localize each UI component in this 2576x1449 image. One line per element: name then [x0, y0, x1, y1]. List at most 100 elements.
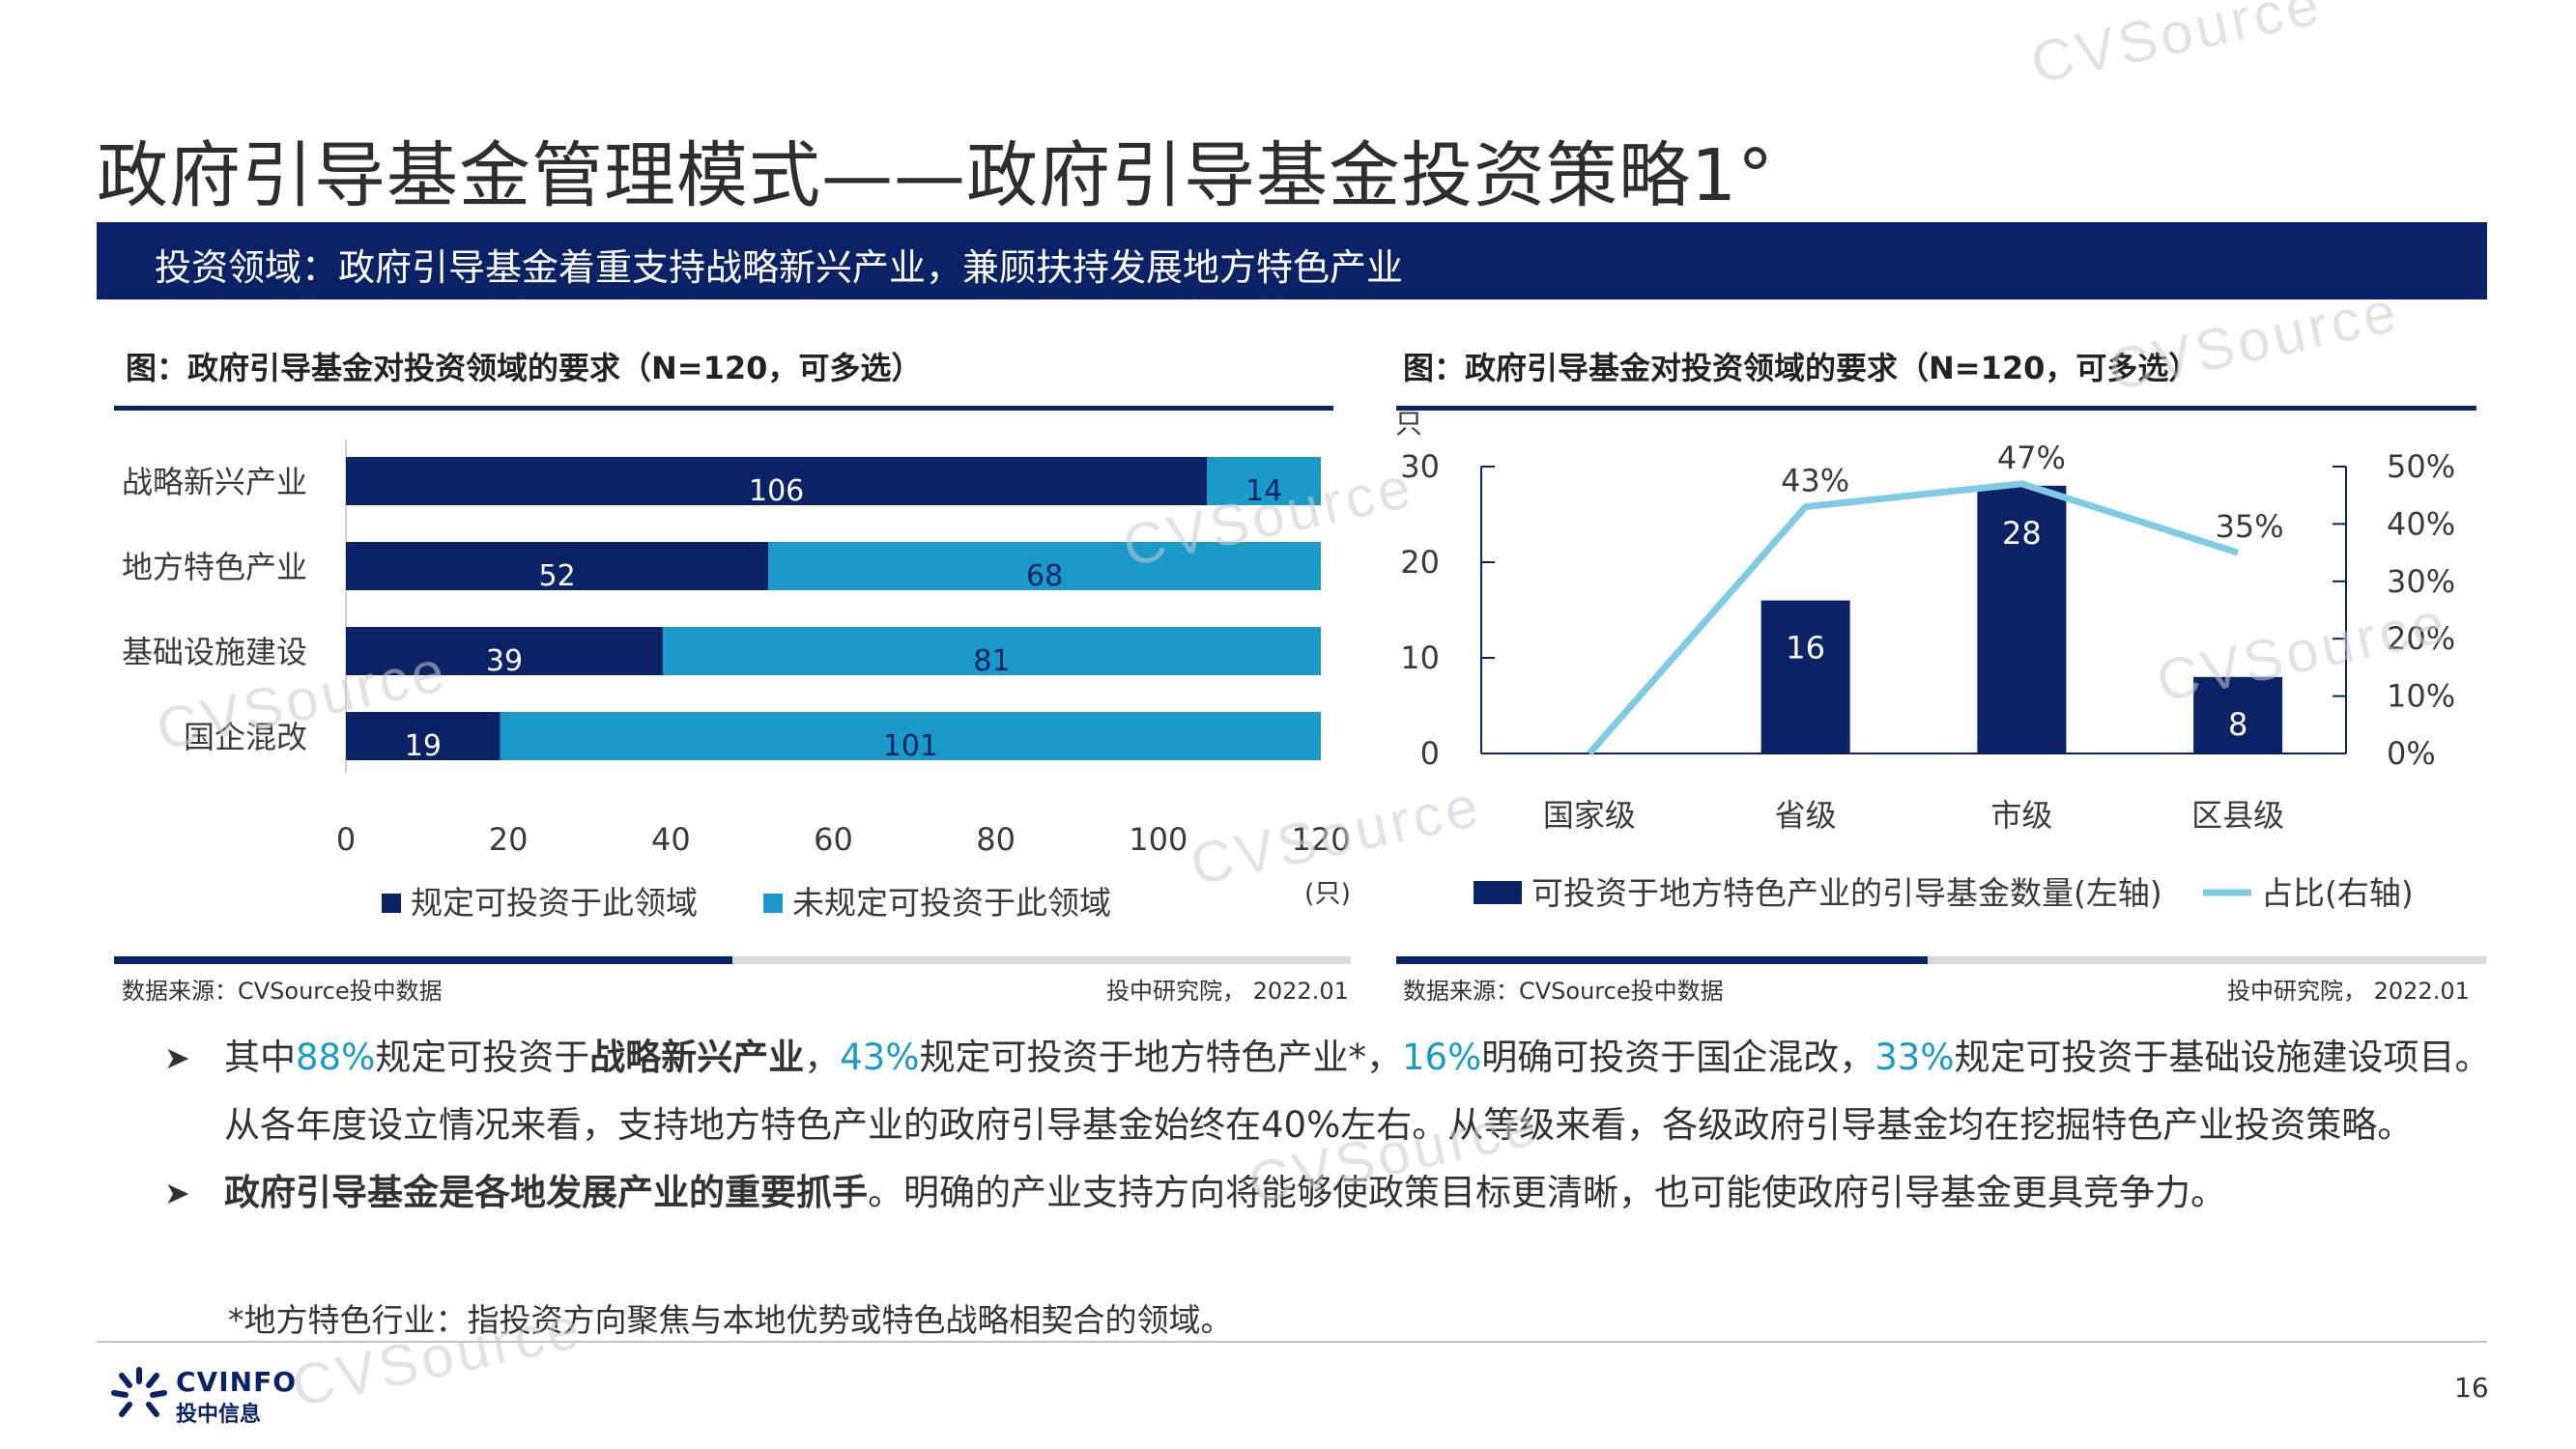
left-credit: 投中研究院， 2022.01: [1106, 978, 1349, 1005]
legend-label: 未规定可投资于此领域: [792, 884, 1111, 922]
data-label: 52: [539, 559, 576, 593]
left-stacked-bar-chart: 战略新兴产业 106 14 地方特色产业 52 68 基础设施建设 39 81 国企混改 19 101…: [122, 440, 1351, 922]
bar-segment: [662, 627, 1321, 675]
legend-label: 规定可投资于此领域: [411, 884, 698, 922]
data-label: 19: [405, 729, 442, 763]
cvinfo-logo-icon: [111, 1367, 167, 1417]
page-number: 16: [2454, 1372, 2489, 1404]
x-tick-label: 0: [336, 821, 356, 858]
left-data-source: 数据来源：CVSource投中数据: [122, 978, 443, 1005]
bullet-item-1: ➤ 其中88%规定可投资于战略新兴产业，43%规定可投资于地方特色产业*，16%…: [164, 1024, 2503, 1159]
right-title-rule: [1396, 406, 2476, 411]
bullet-segment: 规定可投资于基础设施建设项目。从各年度设立情况来看，支持地方特色产业的政府引导基…: [224, 1037, 2491, 1146]
column-value-label: 28: [2002, 515, 2042, 552]
bottom-divider: [97, 1341, 2487, 1343]
category-label: 战略新兴产业: [122, 464, 307, 500]
legend-swatch: [382, 894, 401, 913]
right-tick-label: 10%: [2387, 678, 2455, 715]
bold-phrase: 战略新兴产业: [589, 1037, 805, 1078]
bullet-segment: 规定可投资于地方特色产业*，: [919, 1037, 1403, 1078]
highlight-figure: 88%: [296, 1037, 376, 1078]
legend-swatch: [1474, 881, 1522, 904]
right-combo-chart: 只 0 10 20 30 0% 10% 20% 30% 40% 50% 16 28 8 43% 47% 35% 国…: [1395, 408, 2455, 912]
logo-wordmark: CVINFO: [176, 1366, 297, 1398]
x-tick-label: 40: [651, 821, 691, 858]
bar-segment: [346, 542, 769, 590]
bullet-segment: 明确可投资于国企混改，: [1481, 1037, 1875, 1078]
highlight-figure: 16%: [1402, 1037, 1482, 1078]
right-tick-label: 40%: [2387, 505, 2455, 542]
x-tick-label: 80: [976, 821, 1016, 858]
column-value-label: 16: [1786, 630, 1825, 667]
data-label: 39: [486, 644, 523, 678]
footnote: *地方特色行业：指投资方向聚焦与本地优势或特色战略相契合的领域。: [228, 1301, 1233, 1339]
column-value-label: 8: [2228, 706, 2247, 743]
page-title: 政府引导基金管理模式——政府引导基金投资策略1°: [97, 134, 1775, 217]
section-banner: 投资领域：政府引导基金着重支持战略新兴产业，兼顾扶持发展地方特色产业: [97, 222, 2487, 299]
category-label: 区县级: [2191, 797, 2284, 834]
bullet-item-2: ➤ 政府引导基金是各地发展产业的重要抓手。明确的产业支持方向将能够使政策目标更清…: [164, 1159, 2503, 1227]
category-label: 国家级: [1543, 797, 1636, 834]
left-tick-label: 20: [1400, 544, 1440, 581]
category-label: 基础设施建设: [122, 634, 307, 670]
bar-segment: [346, 627, 663, 675]
x-tick-label: 120: [1291, 821, 1350, 858]
x-axis-unit: (只): [1304, 879, 1351, 909]
bullet-text-2: 政府引导基金是各地发展产业的重要抓手。明确的产业支持方向将能够使政策目标更清晰，…: [224, 1172, 2226, 1213]
left-axis-unit: 只: [1395, 408, 1422, 440]
right-tick-label: 50%: [2387, 448, 2455, 485]
x-tick-label: 20: [489, 821, 529, 858]
column-bar: [1977, 485, 2067, 753]
right-footer-accent: [1396, 956, 1928, 964]
category-label: 市级: [1990, 797, 2052, 834]
left-tick-label: 30: [1400, 448, 1440, 485]
left-tick-label: 10: [1400, 639, 1440, 676]
line-value-label: 43%: [1781, 463, 1849, 499]
logo-subtitle: 投中信息: [176, 1403, 262, 1427]
banner-text: 投资领域：政府引导基金着重支持战略新兴产业，兼顾扶持发展地方特色产业: [155, 246, 1404, 289]
bar-segment: [346, 457, 1208, 505]
right-tick-label: 30%: [2387, 563, 2455, 600]
right-data-source: 数据来源：CVSource投中数据: [1403, 978, 1724, 1005]
column-bar: [2193, 676, 2283, 753]
bullet-list: ➤ 其中88%规定可投资于战略新兴产业，43%规定可投资于地方特色产业*，16%…: [164, 1024, 2503, 1227]
legend-swatch: [763, 894, 783, 913]
x-tick-label: 60: [814, 821, 853, 858]
left-chart-title: 图：政府引导基金对投资领域的要求（N=120，可多选）: [126, 350, 923, 386]
left-footer-track: [114, 956, 1351, 964]
highlight-figure: 43%: [840, 1037, 920, 1078]
bullet-segment: ，: [804, 1037, 841, 1078]
bar-segment: [346, 712, 501, 760]
bullet-segment: 规定可投资于: [375, 1037, 590, 1078]
bar-segment: [500, 712, 1321, 760]
right-credit: 投中研究院， 2022.01: [2227, 978, 2470, 1005]
right-tick-label: 0%: [2387, 735, 2436, 772]
category-label: 地方特色产业: [122, 549, 307, 585]
category-label: 省级: [1775, 797, 1837, 834]
ratio-line: [1587, 480, 2240, 756]
right-footer-track: [1396, 956, 2486, 964]
legend-label: 占比(右轴): [2261, 874, 2414, 912]
left-tick-label: 0: [1420, 735, 1440, 772]
right-tick-label: 20%: [2387, 620, 2455, 657]
right-chart-title: 图：政府引导基金对投资领域的要求（N=120，可多选）: [1403, 350, 2200, 386]
data-label: 106: [749, 474, 804, 508]
x-tick-label: 100: [1129, 821, 1188, 858]
category-label: 国企混改: [184, 719, 307, 755]
data-label: 14: [1245, 474, 1282, 508]
highlight-figure: 33%: [1875, 1037, 1955, 1078]
bullet-segment: 。明确的产业支持方向将能够使政策目标更清晰，也可能使政府引导基金更具竞争力。: [868, 1172, 2226, 1213]
bar-segment: [768, 542, 1321, 590]
arrow-bullet-icon: ➤: [164, 1039, 190, 1076]
bullet-text-1: 其中88%规定可投资于战略新兴产业，43%规定可投资于地方特色产业*，16%明确…: [224, 1037, 2491, 1146]
bar-segment: [1207, 457, 1321, 505]
arrow-bullet-icon: ➤: [164, 1175, 190, 1211]
left-title-rule: [114, 406, 1333, 411]
data-label: 81: [973, 644, 1010, 678]
legend-label: 可投资于地方特色产业的引导基金数量(左轴): [1531, 874, 2162, 912]
line-value-label: 35%: [2216, 508, 2284, 545]
bold-phrase: 政府引导基金是各地发展产业的重要抓手: [224, 1172, 868, 1213]
line-value-label: 47%: [1997, 440, 2066, 476]
watermark: CVSource: [2025, 0, 2329, 97]
left-footer-accent: [114, 956, 732, 964]
